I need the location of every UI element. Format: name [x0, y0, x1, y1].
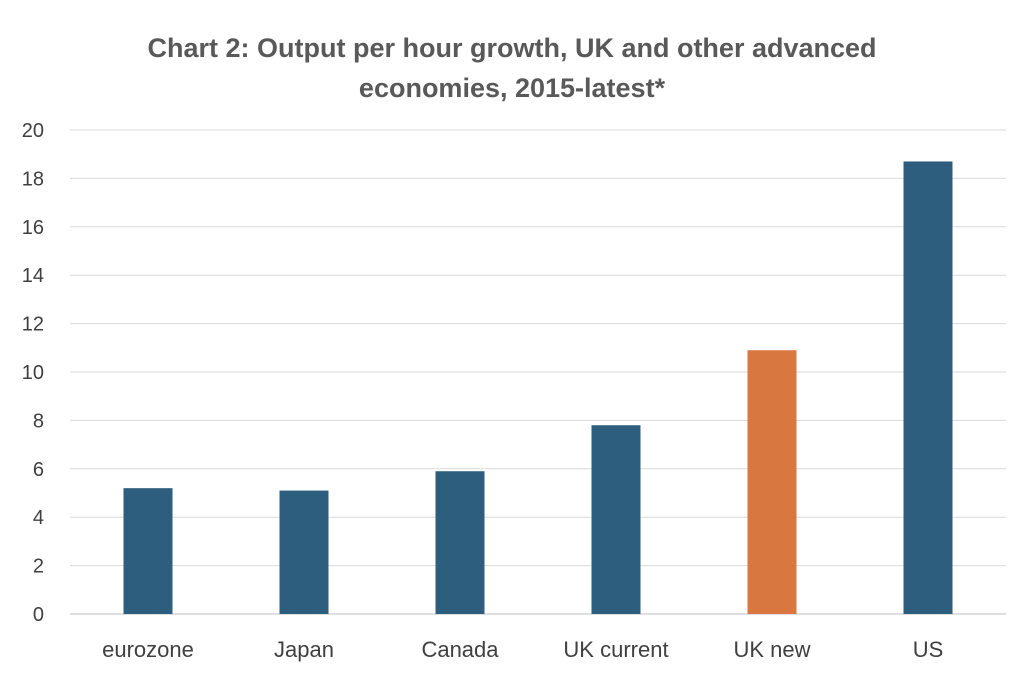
chart-title: Chart 2: Output per hour growth, UK and …	[0, 28, 1024, 108]
bars	[123, 161, 953, 614]
bar-canada	[435, 471, 485, 614]
y-tick-label: 6	[33, 459, 44, 481]
y-tick-label: 18	[22, 168, 44, 190]
x-tick-label: UK new	[733, 637, 810, 662]
y-tick-label: 16	[22, 217, 44, 239]
y-tick-label: 14	[22, 265, 44, 287]
y-tick-label: 2	[33, 556, 44, 578]
x-tick-label: eurozone	[102, 637, 194, 662]
y-tick-label: 12	[22, 314, 44, 336]
y-tick-label: 4	[33, 507, 44, 529]
gridlines	[70, 129, 1006, 615]
x-tick-label: Canada	[421, 637, 499, 662]
chart-title-line-1: Chart 2: Output per hour growth, UK and …	[147, 33, 877, 63]
y-tick-label: 10	[22, 362, 44, 384]
x-tick-label: Japan	[274, 637, 334, 662]
bar-uk-new	[747, 350, 797, 614]
y-tick-label: 20	[22, 120, 44, 142]
x-tick-label: UK current	[563, 637, 668, 662]
bar-us	[903, 161, 953, 614]
bar-japan	[279, 490, 329, 614]
y-tick-label: 8	[33, 410, 44, 432]
chart-title-line-2: economies, 2015-latest*	[358, 73, 666, 103]
bar-uk-current	[591, 425, 641, 614]
x-axis-tick-labels: eurozone Japan Canada UK current UK new US	[102, 637, 943, 662]
bar-eurozone	[123, 488, 173, 614]
x-tick-label: US	[913, 637, 944, 662]
y-axis-tick-labels: 0 2 4 6 8 10 12 14 16 18 20	[22, 120, 44, 626]
y-tick-label: 0	[33, 604, 44, 626]
